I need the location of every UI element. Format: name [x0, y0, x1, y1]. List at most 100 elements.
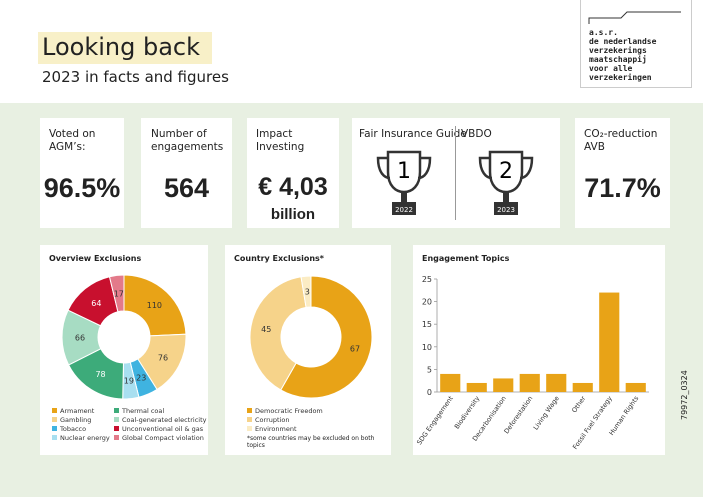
legend-label: Environment	[255, 425, 297, 433]
donut-segment	[280, 275, 373, 399]
divider	[455, 126, 456, 220]
kpi-label-line: CO₂-reduction	[584, 128, 658, 140]
kpi-unit: billion	[270, 206, 316, 223]
award-rank: 2	[499, 159, 513, 184]
logo-line: a.s.r.	[589, 28, 618, 37]
logo-line: verzekerings	[589, 46, 647, 55]
legend-swatch	[52, 408, 57, 413]
bar	[625, 382, 646, 392]
chart-card: Country Exclusions* 67 45 3 Democratic Free…	[225, 245, 391, 455]
bar	[519, 373, 540, 392]
kpi-label-line: Impact	[256, 128, 293, 140]
donut-segment	[123, 274, 187, 337]
kpi-label-line: Number of	[151, 128, 207, 140]
legend-swatch	[114, 408, 119, 413]
logo-line: maatschappij	[589, 55, 647, 64]
logo-mark	[588, 11, 681, 24]
x-tick-label: Biodiversity	[453, 394, 482, 430]
page-title: Looking back	[42, 33, 200, 61]
trophy: 2 2023	[478, 150, 534, 215]
y-tick-label: 0	[427, 388, 432, 397]
legend-label: Thermal coal	[121, 407, 164, 415]
data-label: 78	[95, 370, 105, 379]
logo-line: voor alle	[589, 64, 633, 73]
legend-label: Gambling	[60, 416, 91, 424]
kpi-label-line: Voted on	[49, 128, 96, 140]
chart-title: Country Exclusions*	[234, 254, 324, 263]
legend-label: Tobacco	[59, 425, 86, 433]
chart-note: *some countries may be excluded on both …	[247, 435, 375, 449]
kpi-label-line: AGM’s:	[49, 141, 86, 153]
kpi-card: Impact Investing € 4,03 billion	[247, 118, 339, 228]
side-code: 79972_0324	[680, 370, 689, 420]
kpi-label-line: AVB	[584, 141, 605, 153]
legend-swatch	[52, 435, 57, 440]
page-subtitle: 2023 in facts and figures	[42, 68, 229, 86]
kpi-value: € 4,03	[258, 173, 328, 201]
kpi-card: Number of engagements 564	[141, 118, 232, 228]
legend-swatch	[114, 435, 119, 440]
bar	[493, 378, 514, 392]
y-tick-label: 25	[422, 275, 432, 284]
chart-card: Engagement Topics 0 5 10 15 20 25 SDG Engageme…	[413, 245, 665, 455]
y-tick-label: 5	[427, 365, 432, 374]
y-tick-label: 10	[422, 343, 432, 352]
trophy: 1 2022	[376, 150, 432, 215]
x-tick-label: Living Wage	[532, 395, 561, 432]
award-year: 2023	[497, 206, 515, 214]
bar	[466, 382, 487, 392]
logo: a.s.r. de nederlandse verzekerings maats…	[580, 0, 692, 88]
kpi-label-line: engagements	[151, 141, 224, 153]
x-tick-label: Other	[570, 394, 587, 414]
award-year: 2022	[395, 206, 413, 214]
legend-swatch	[247, 408, 252, 413]
data-label: 76	[158, 353, 168, 362]
award-name: VBDO	[461, 128, 492, 140]
title-highlight	[38, 32, 212, 64]
kpi-label-line: Investing	[256, 141, 305, 153]
y-tick-label: 15	[422, 320, 432, 329]
data-label: 110	[147, 301, 162, 310]
awards-card: Fair Insurance Guide VBDO 1 2022 2 2023	[352, 118, 560, 228]
chart-card: Overview Exclusions 110 76 23 19 78 66 64 17 Arm…	[40, 245, 208, 455]
legend-label: Nuclear energy	[60, 434, 110, 442]
legend-swatch	[114, 417, 119, 422]
logo-text: a.s.r. de nederlandse verzekerings maats…	[589, 28, 656, 82]
chart-title: Overview Exclusions	[49, 254, 142, 263]
chart-title: Engagement Topics	[422, 254, 510, 263]
donut-segment	[108, 274, 125, 313]
kpi-label: Number of engagements	[151, 128, 223, 154]
donut-segment	[249, 276, 307, 391]
legend-label: Coal-generated electricity	[122, 416, 207, 424]
legend-swatch	[52, 417, 57, 422]
y-tick-label: 20	[422, 298, 432, 307]
data-label: 67	[350, 345, 360, 354]
legend-label: Armament	[60, 407, 95, 415]
kpi-label: Impact Investing	[256, 128, 304, 154]
award-name: Fair Insurance Guide	[359, 128, 467, 140]
legend-swatch	[52, 426, 57, 431]
legend-label: Unconventional oil & gas	[122, 425, 204, 433]
kpi-card: Voted on AGM’s: 96.5%	[40, 118, 124, 228]
data-label: 45	[261, 325, 271, 334]
kpi-label: Voted on AGM’s:	[49, 128, 95, 154]
donut-chart: 67 45 3 Democratic FreedomCorruptionEnviron…	[247, 275, 373, 433]
data-label: 66	[75, 333, 85, 342]
legend-label: Global Compact violation	[122, 434, 204, 442]
bar	[546, 373, 567, 392]
donut-segment	[300, 275, 312, 308]
legend-swatch	[247, 417, 252, 422]
data-label: 23	[136, 373, 146, 382]
data-label: 3	[305, 288, 310, 297]
data-label: 17	[114, 289, 124, 298]
legend-label: Democratic Freedom	[255, 407, 323, 415]
data-label: 64	[91, 299, 101, 308]
kpi-value: 71.7%	[584, 173, 661, 203]
legend-swatch	[114, 426, 119, 431]
bar	[572, 382, 593, 392]
kpi-label: CO₂-reduction AVB	[584, 128, 657, 154]
data-label: 19	[124, 377, 134, 386]
